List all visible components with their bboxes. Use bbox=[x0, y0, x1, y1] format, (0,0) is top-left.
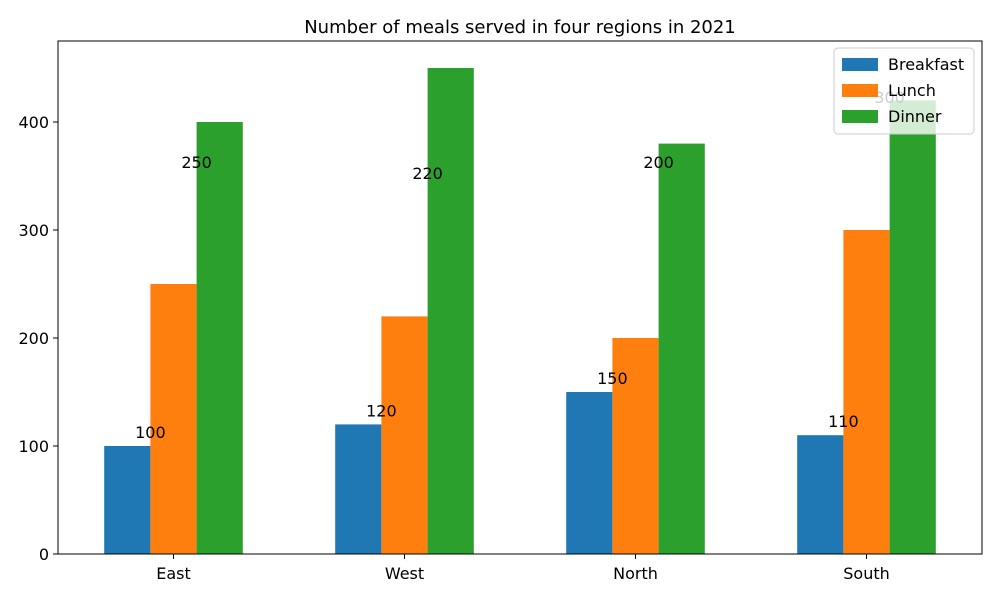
legend-label: Breakfast bbox=[888, 55, 964, 74]
x-tick-label: South bbox=[843, 564, 890, 583]
bar-breakfast-north bbox=[566, 392, 613, 554]
legend-swatch bbox=[842, 58, 878, 71]
data-label: 100 bbox=[135, 423, 166, 442]
y-tick-label: 400 bbox=[18, 113, 49, 132]
data-label: 120 bbox=[366, 401, 397, 420]
data-label: 220 bbox=[412, 164, 443, 183]
legend-swatch bbox=[842, 110, 878, 123]
bar-lunch-south bbox=[843, 230, 890, 554]
bar-dinner-east bbox=[196, 122, 243, 554]
x-tick-label: West bbox=[385, 564, 424, 583]
legend-swatch bbox=[842, 84, 878, 97]
bar-breakfast-west bbox=[335, 424, 382, 554]
legend-label: Dinner bbox=[888, 107, 942, 126]
bar-lunch-west bbox=[381, 316, 428, 554]
bar-dinner-west bbox=[427, 68, 474, 554]
x-tick-label: East bbox=[156, 564, 191, 583]
data-labels-layer: 100250120220150200110300 bbox=[135, 88, 905, 442]
legend: Breakfast Lunch Dinner bbox=[833, 47, 975, 135]
plot-frame bbox=[57, 40, 983, 555]
data-label: 150 bbox=[597, 369, 628, 388]
bar-dinner-south bbox=[889, 100, 936, 555]
x-tick-label: North bbox=[613, 564, 658, 583]
bar-breakfast-south bbox=[797, 435, 844, 554]
bar-breakfast-east bbox=[104, 446, 151, 554]
y-tick-label: 200 bbox=[18, 329, 49, 348]
y-tick-label: 100 bbox=[18, 437, 49, 456]
axes-layer: 0 100 200 300 400 East West North South bbox=[18, 40, 983, 583]
bar-lunch-north bbox=[612, 338, 659, 554]
data-label: 110 bbox=[828, 412, 859, 431]
y-tick-label: 0 bbox=[39, 545, 49, 564]
data-label: 250 bbox=[181, 153, 212, 172]
bar-dinner-north bbox=[658, 143, 705, 554]
bars-layer bbox=[104, 68, 936, 555]
chart-title: Number of meals served in four regions i… bbox=[304, 17, 736, 38]
bar-lunch-east bbox=[150, 284, 197, 554]
data-label: 200 bbox=[643, 153, 674, 172]
y-tick-label: 300 bbox=[18, 221, 49, 240]
legend-label: Lunch bbox=[888, 81, 936, 100]
